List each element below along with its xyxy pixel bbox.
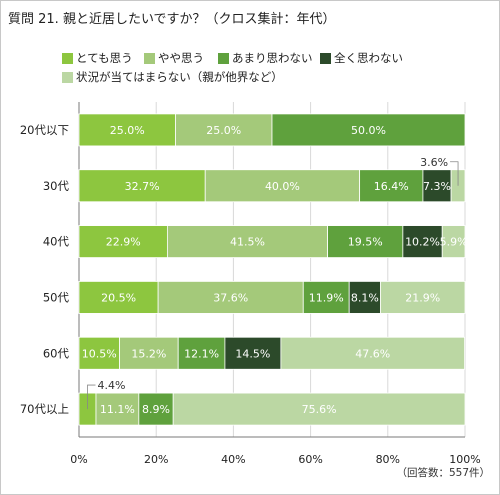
data-label: 14.5% — [235, 347, 270, 360]
data-label: 37.6% — [213, 291, 248, 304]
legend-item-1: やや思う — [144, 50, 204, 66]
legend-item-3: 全く思わない — [320, 50, 403, 66]
leader-line — [450, 161, 459, 186]
legend-label-3: 全く思わない — [334, 51, 403, 65]
data-label: 22.9% — [106, 236, 141, 249]
data-label: 75.6% — [302, 403, 337, 416]
bar-segment — [78, 281, 159, 314]
data-label: 11.1% — [100, 403, 135, 416]
leader-line — [87, 384, 96, 410]
legend-label-2: あまり思わない — [232, 51, 313, 65]
bar-segment — [166, 225, 328, 258]
legend-item-0: とても思う — [62, 50, 133, 66]
bar-segment — [95, 392, 140, 426]
bar-segment — [271, 113, 466, 147]
data-label: 19.5% — [348, 236, 383, 249]
bar-segment — [224, 336, 282, 370]
legend-label-1: やや思う — [158, 51, 204, 65]
data-label: 12.1% — [184, 347, 219, 360]
legend-swatch-2 — [218, 52, 229, 64]
category-label: 50代 — [43, 290, 70, 304]
data-label: 8.9% — [142, 403, 170, 416]
data-label: 25.0% — [110, 124, 145, 137]
data-label: 16.4% — [374, 180, 409, 193]
bar-segment — [175, 113, 273, 147]
bar-segment — [78, 113, 176, 147]
x-tick-label: 20% — [144, 453, 168, 466]
bar-segment — [422, 169, 452, 203]
bar-segment — [441, 225, 466, 258]
legend-swatch-3 — [320, 52, 331, 64]
category-label: 30代 — [43, 179, 70, 193]
x-tick-label: 60% — [298, 453, 322, 466]
legend-item-4: 状況が当てはまらない（親が他界など） — [62, 69, 283, 85]
data-label-callout: 4.4% — [97, 379, 125, 392]
bar-segment — [280, 336, 466, 370]
legend-item-2: あまり思わない — [218, 50, 313, 66]
bar-segment — [302, 281, 350, 314]
category-label: 20代以下 — [20, 123, 69, 137]
bar-segment — [157, 281, 304, 314]
data-label-callout: 3.6% — [420, 156, 448, 169]
data-label: 25.0% — [206, 124, 241, 137]
data-label: 10.2% — [405, 236, 440, 249]
data-label: 20.5% — [101, 291, 136, 304]
category-label: 60代 — [43, 346, 70, 360]
data-label: 21.9% — [405, 291, 440, 304]
data-label: 50.0% — [351, 124, 386, 137]
data-label: 5.9% — [440, 236, 468, 249]
x-tick-label: 100% — [449, 453, 480, 466]
category-label: 70代以上 — [20, 402, 69, 416]
data-label: 32.7% — [125, 180, 160, 193]
data-label: 7.3% — [423, 180, 451, 193]
bar-segment — [380, 281, 466, 314]
data-label: 11.9% — [309, 291, 344, 304]
data-label: 15.2% — [131, 347, 166, 360]
bar-segment — [327, 225, 404, 258]
data-label: 10.5% — [82, 347, 117, 360]
legend-label-4: 状況が当てはまらない（親が他界など） — [76, 70, 283, 84]
bar-segment — [204, 169, 361, 203]
bar-segment — [138, 392, 174, 426]
legend-swatch-1 — [144, 52, 155, 64]
bar-segment — [177, 336, 226, 370]
data-label: 8.1% — [351, 291, 379, 304]
data-label: 41.5% — [230, 236, 265, 249]
bar-segment — [402, 225, 443, 258]
legend-label-0: とても思う — [76, 51, 133, 65]
legend-swatch-0 — [62, 52, 73, 64]
legend-swatch-4 — [62, 71, 73, 83]
bar-segment — [78, 336, 120, 370]
response-count-note: （回答数：557件） — [396, 467, 490, 479]
bar-segment — [172, 392, 466, 426]
x-tick-label: 40% — [221, 453, 245, 466]
category-label: 40代 — [43, 235, 70, 249]
x-tick-label: 0% — [70, 453, 87, 466]
bar-segment — [78, 225, 168, 258]
x-tick-label: 80% — [376, 453, 400, 466]
chart-title: 質問 21. 親と近居したいですか？（クロス集計：年代） — [8, 12, 336, 27]
data-label: 47.6% — [355, 347, 390, 360]
data-label: 40.0% — [265, 180, 300, 193]
